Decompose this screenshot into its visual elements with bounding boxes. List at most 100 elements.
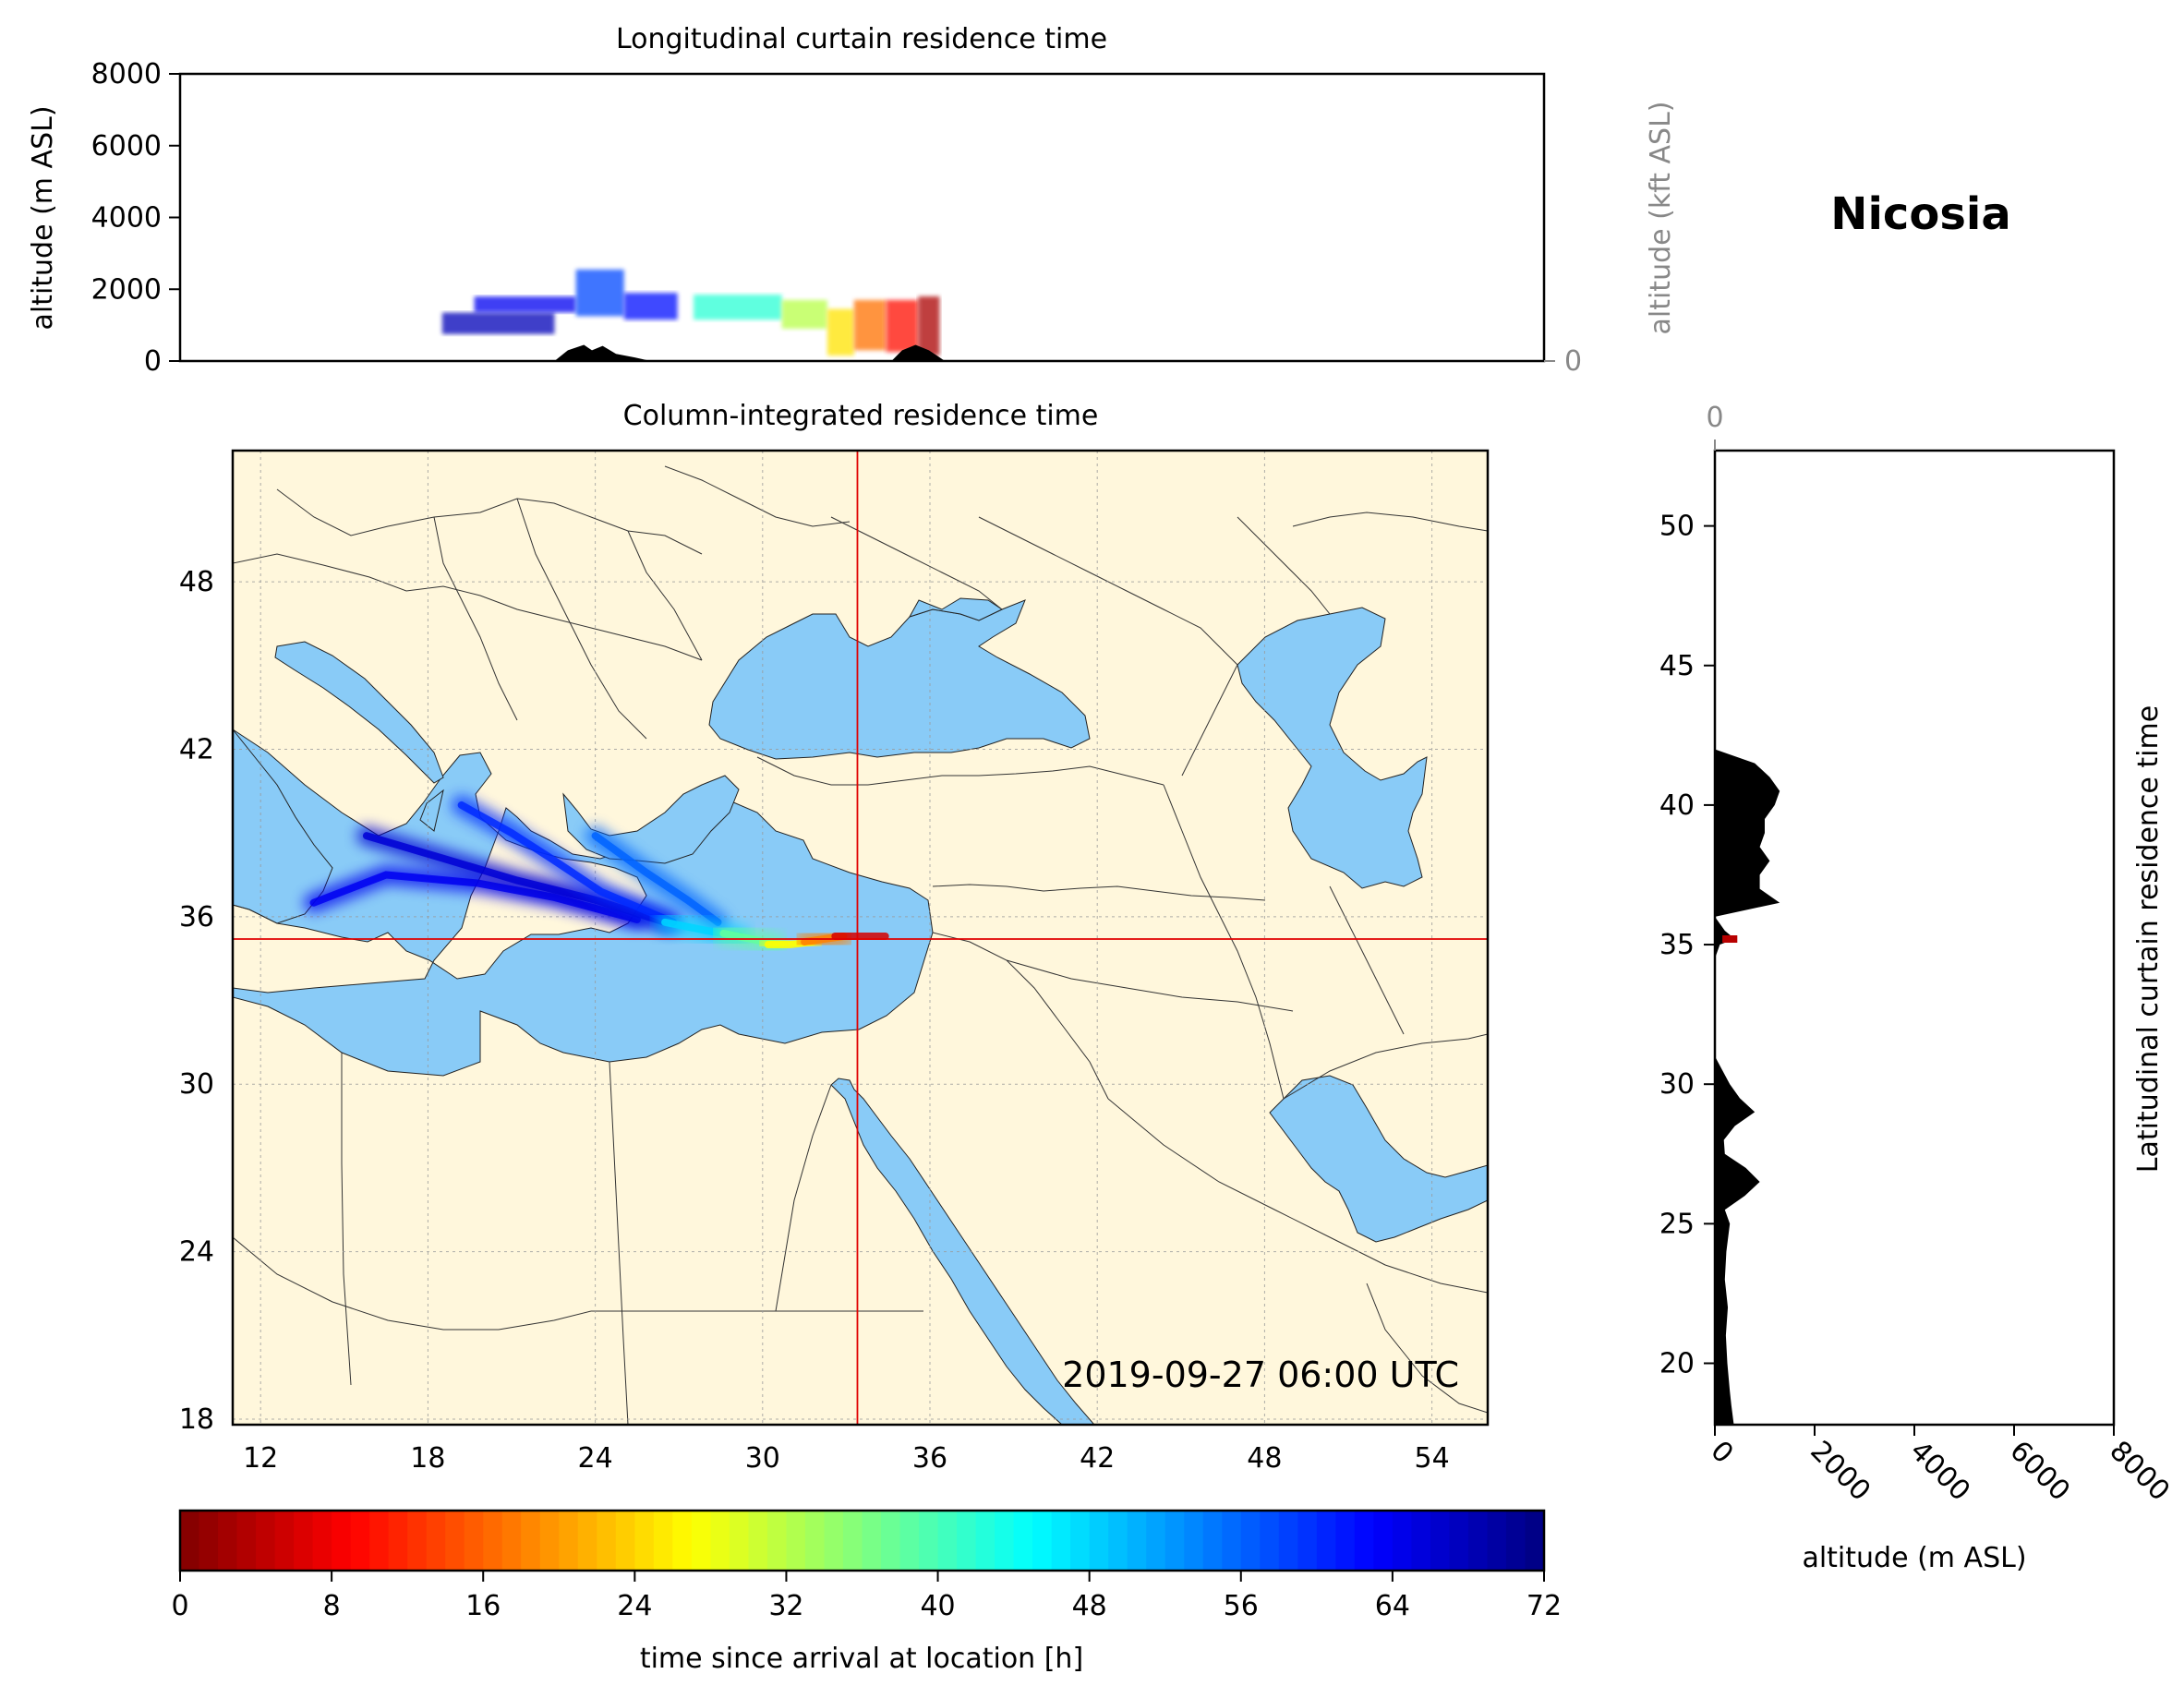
colorbar-step — [1013, 1511, 1033, 1571]
colorbar-gradient — [180, 1511, 1545, 1571]
colorbar-step — [577, 1511, 597, 1571]
colorbar-step — [937, 1511, 958, 1571]
map-crosshair — [233, 451, 1488, 1425]
colorbar-step — [729, 1511, 750, 1571]
latitudinal-residence-mark — [1722, 935, 1738, 944]
colorbar-step — [1184, 1511, 1204, 1571]
colorbar-step — [710, 1511, 730, 1571]
colorbar-tick-label: 8 — [323, 1590, 341, 1622]
latitudinal-xtick-label: 0 — [1704, 1435, 1739, 1470]
colorbar-step — [294, 1511, 314, 1571]
latitudinal-top-xtick-label: 0 — [1706, 402, 1723, 434]
latitudinal-top-x-axis: 050100 — [1706, 402, 1724, 451]
latitudinal-xtick-label: 2000 — [1804, 1435, 1876, 1508]
colorbar-label: time since arrival at location [h] — [640, 1643, 1083, 1675]
colorbar-step — [1525, 1511, 1545, 1571]
colorbar-step — [350, 1511, 370, 1571]
colorbar-step — [919, 1511, 939, 1571]
latitudinal-plot-frame — [1713, 449, 2116, 1427]
map-xtick-label: 30 — [745, 1442, 780, 1475]
colorbar-tick-label: 72 — [1526, 1590, 1562, 1622]
colorbar-step — [483, 1511, 503, 1571]
latitudinal-ytick-label: 45 — [1659, 650, 1695, 682]
colorbar-tick-label: 24 — [617, 1590, 652, 1622]
map-xtick-label: 12 — [243, 1442, 278, 1475]
colorbar: 0 8 16 24 32 40 48 56 64 72 time since arrival at… — [171, 1509, 1562, 1675]
colorbar-step — [653, 1511, 673, 1571]
longitudinal-ytick-label: 2000 — [91, 273, 162, 306]
colorbar-step — [1070, 1511, 1091, 1571]
map-plume-core — [457, 801, 678, 926]
longitudinal-residence-blob — [575, 269, 624, 317]
map-ytick-label: 42 — [179, 733, 214, 765]
latitudinal-ytick-label: 35 — [1659, 929, 1695, 961]
latitudinal-ytick-label: 20 — [1659, 1347, 1695, 1379]
colorbar-step — [1297, 1511, 1318, 1571]
colorbar-step — [1316, 1511, 1336, 1571]
longitudinal-ytick-label: 0 — [144, 345, 162, 378]
timestamp-label: 2019-09-27 06:00 UTC — [1062, 1355, 1459, 1395]
column-integrated-title: Column-integrated residence time — [623, 400, 1099, 432]
longitudinal-left-y-axis: 0 2000 4000 6000 8000 — [91, 58, 180, 378]
colorbar-step — [1354, 1511, 1374, 1571]
map-xtick-label: 18 — [410, 1442, 445, 1475]
colorbar-step — [218, 1511, 238, 1571]
longitudinal-ylabel-right: altitude (kft ASL) — [1645, 101, 1677, 334]
colorbar-step — [199, 1511, 219, 1571]
colorbar-tick-label: 48 — [1072, 1590, 1107, 1622]
longitudinal-curtain-panel: Longitudinal curtain residence time 0 200… — [27, 23, 1677, 378]
colorbar-ticks: 0 8 16 24 32 40 48 56 64 72 — [171, 1571, 1562, 1622]
longitudinal-residence-blobs — [441, 269, 940, 356]
colorbar-step — [426, 1511, 446, 1571]
colorbar-step — [445, 1511, 465, 1571]
longitudinal-right-y-axis: 050100 — [1544, 345, 1582, 378]
colorbar-step — [369, 1511, 390, 1571]
longitudinal-residence-blob — [918, 296, 940, 356]
colorbar-step — [899, 1511, 920, 1571]
map-ytick-label: 36 — [179, 901, 214, 933]
latitudinal-title: Latitudinal curtain residence time — [2132, 705, 2165, 1173]
colorbar-tick-label: 0 — [171, 1590, 188, 1622]
colorbar-step — [766, 1511, 788, 1571]
longitudinal-ytick-label: 4000 — [91, 202, 162, 235]
colorbar-step — [1467, 1511, 1489, 1571]
map-x-axis: 12 18 24 30 36 42 48 54 — [243, 1442, 1450, 1475]
black-sea — [708, 599, 1091, 760]
colorbar-step — [975, 1511, 995, 1571]
latitudinal-ytick-label: 30 — [1659, 1068, 1695, 1101]
colorbar-step — [1449, 1511, 1469, 1571]
red-sea — [830, 1078, 1095, 1425]
colorbar-step — [559, 1511, 579, 1571]
colorbar-step — [388, 1511, 408, 1571]
colorbar-step — [180, 1511, 200, 1571]
colorbar-step — [862, 1511, 882, 1571]
adriatic-sea — [274, 641, 444, 784]
longitudinal-residence-blob — [441, 312, 555, 334]
map-frame — [231, 449, 1490, 1427]
map-xtick-label: 24 — [578, 1442, 613, 1475]
caspian-sea — [1237, 607, 1428, 889]
colorbar-step — [1430, 1511, 1451, 1571]
colorbar-step — [1032, 1511, 1053, 1571]
map-plume-core — [591, 832, 722, 926]
latitudinal-ytick-label: 50 — [1659, 511, 1695, 543]
colorbar-step — [1411, 1511, 1431, 1571]
colorbar-tick-label: 16 — [465, 1590, 501, 1622]
longitudinal-residence-blob — [474, 296, 576, 313]
map-xtick-label: 36 — [912, 1442, 947, 1475]
colorbar-step — [501, 1511, 522, 1571]
longitudinal-right-ytick-label: 0 — [1564, 345, 1582, 378]
latitudinal-bottom-x-axis: 0 2000 4000 6000 8000 — [1704, 1425, 2176, 1508]
colorbar-step — [786, 1511, 806, 1571]
colorbar-step — [995, 1511, 1015, 1571]
longitudinal-residence-blob — [694, 295, 782, 320]
colorbar-step — [312, 1511, 332, 1571]
longitudinal-residence-blob — [623, 293, 678, 320]
colorbar-step — [539, 1511, 560, 1571]
map-xtick-label: 54 — [1415, 1442, 1450, 1475]
tyrrhenian-sea — [233, 729, 333, 924]
colorbar-step — [824, 1511, 844, 1571]
colorbar-step — [842, 1511, 863, 1571]
map-xtick-label: 48 — [1247, 1442, 1282, 1475]
